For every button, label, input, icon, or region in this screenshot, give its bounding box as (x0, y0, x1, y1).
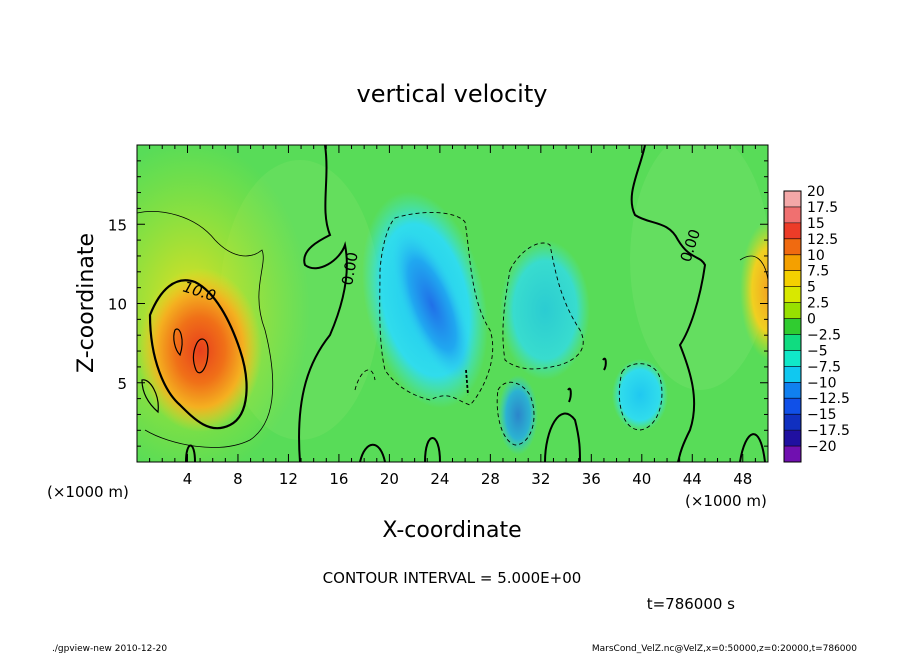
contour-negative-small (618, 363, 663, 431)
y-tick-label: 5 (117, 375, 127, 393)
contour-zero-right (630, 145, 707, 462)
chart-title: vertical velocity (357, 80, 548, 108)
contour-10 (148, 279, 248, 430)
colorbar-label: 15 (807, 216, 825, 232)
feature-cyan-low (498, 375, 538, 455)
colorbar-swatch (784, 254, 801, 271)
plot-area: 10.0 0.00 0.00 (137, 145, 768, 462)
colorbar-swatch (784, 350, 801, 367)
footer-right: MarsCond_VelZ.nc@VelZ,x=0:50000,z=0:2000… (592, 644, 857, 654)
x-unit-left: (×1000 m) (47, 483, 129, 501)
x-tick-label: 20 (380, 470, 399, 488)
x-tick-label: 44 (683, 470, 702, 488)
contour-5 (137, 211, 274, 448)
colorbar-swatch (784, 270, 801, 287)
x-tick-label: 48 (733, 470, 752, 488)
contour-15 (192, 338, 209, 374)
footer-left: ./gpview-new 2010-12-20 (52, 644, 167, 654)
contour-negative-band (379, 211, 494, 406)
colorbar-label: −20 (807, 439, 837, 455)
colorbar-swatch (784, 382, 801, 399)
colorbar-label: 5 (807, 280, 816, 296)
contour-zero-left (298, 145, 348, 462)
x-tick-label: 40 (632, 470, 651, 488)
colorbar-label: 2.5 (807, 296, 829, 312)
colorbar-swatch (784, 318, 801, 335)
colorbar-swatch (784, 430, 801, 447)
colorbar-swatch (784, 366, 801, 383)
colorbar-swatch (784, 222, 801, 239)
colorbar-label: −10 (807, 375, 837, 391)
colorbar-label: −5 (807, 343, 828, 359)
colorbar-swatch (784, 302, 801, 319)
x-tick-label: 28 (481, 470, 500, 488)
colorbar-swatch (784, 414, 801, 431)
y-axis-label: Z-coordinate (74, 233, 99, 373)
x-tick-label: 8 (233, 470, 243, 488)
x-tick-label: 24 (430, 470, 449, 488)
x-tick-label: 32 (531, 470, 550, 488)
colorbar-label: −12.5 (807, 391, 850, 407)
time-text: t=786000 s (647, 595, 735, 613)
feature-blue-band (392, 230, 472, 380)
x-tick-label: 4 (183, 470, 193, 488)
colorbar-swatch (784, 238, 801, 255)
x-tick-label: 16 (329, 470, 348, 488)
x-axis: 4 8 12 16 20 24 28 32 36 40 44 48 (149, 145, 756, 488)
colorbar-label: −15 (807, 407, 837, 423)
x-unit-right: (×1000 m) (685, 492, 767, 510)
feature-cyan-small (612, 359, 668, 431)
colorbar-swatch (784, 446, 801, 462)
feature-right-warm (740, 220, 768, 360)
colorbar-label: 20 (807, 184, 825, 200)
colorbar-label: 12.5 (807, 232, 838, 248)
y-tick-label: 15 (108, 216, 127, 234)
contour-interval-text: CONTOUR INTERVAL = 5.000E+00 (323, 569, 582, 587)
y-tick-label: 10 (108, 296, 127, 314)
y-axis: 5 10 15 (108, 160, 768, 447)
colorbar-label: 17.5 (807, 200, 838, 216)
colorbar-swatch (784, 286, 801, 303)
colorbar-label: 7.5 (807, 264, 829, 280)
colorbar-label: 0 (807, 312, 816, 328)
x-tick-label: 36 (582, 470, 601, 488)
feature-cyan-mid (500, 240, 590, 380)
colorbar-label: −17.5 (807, 423, 850, 439)
colorbar-swatch (784, 334, 801, 351)
colorbar-swatch (784, 206, 801, 223)
colorbar: 2017.51512.5107.552.50−2.5−5−7.5−10−12.5… (783, 184, 850, 463)
colorbar-label: −2.5 (807, 327, 841, 343)
colorbar-swatch (784, 191, 801, 207)
colorbar-label: 10 (807, 248, 825, 264)
colorbar-label: −7.5 (807, 359, 841, 375)
colorbar-swatch (784, 398, 801, 415)
x-tick-label: 12 (279, 470, 298, 488)
contour-label-zero-left: 0.00 (338, 251, 362, 287)
x-axis-label: X-coordinate (382, 518, 521, 543)
